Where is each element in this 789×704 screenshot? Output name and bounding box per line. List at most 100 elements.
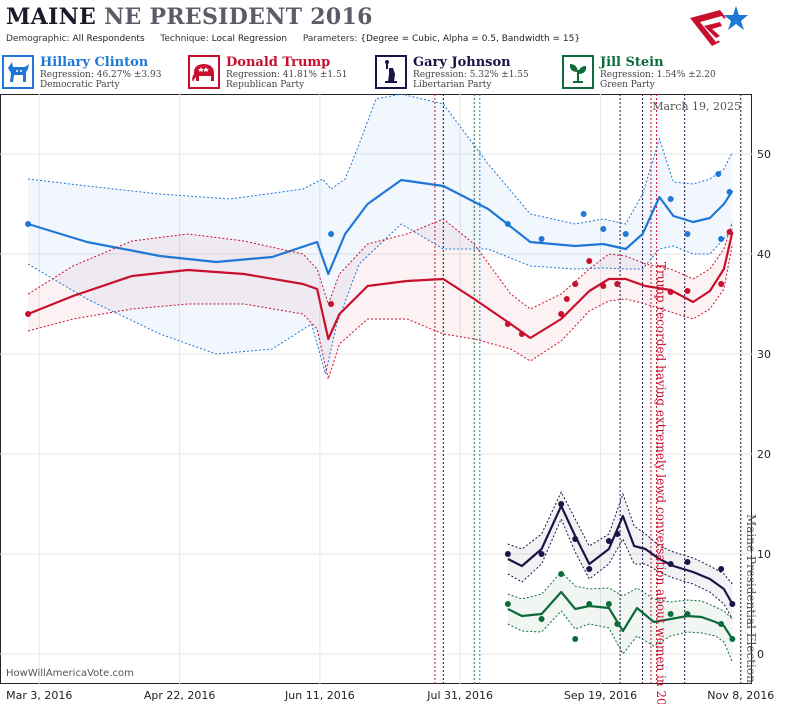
upper-bound-line [507,490,733,585]
poll-point [605,601,612,607]
poll-point [328,301,335,307]
poll-point [586,566,593,572]
poll-point [563,296,570,302]
legend-name: Hillary Clinton [40,55,149,70]
x-tick-label: Mar 3, 2016 [6,689,72,702]
legend-name: Jill Stein [600,55,664,70]
upper-bound-line [27,218,733,310]
liberty-statue-icon [375,55,407,89]
poll-point [25,311,32,317]
poll-point [729,636,736,642]
confidence-band [507,492,733,619]
legend-stein: Jill Stein Regression: 1.54% ±2.20 Green… [562,55,747,93]
poll-point [614,531,621,537]
poll-point [614,621,621,627]
poll-point [667,196,674,202]
technique-value: Local Regression [211,34,288,44]
poll-point [586,258,593,264]
donkey-icon [2,55,34,89]
event-annotation: Maine Presidential Election [744,514,758,683]
poll-point [726,229,733,235]
poll-point [718,621,725,627]
legend-party: Libertarian Party [413,80,492,90]
legend-regression: Regression: 1.54% ±2.20 [600,70,716,80]
poll-point [558,571,565,577]
poll-point [580,211,587,217]
poll-point [572,536,579,542]
legend-regression: Regression: 41.81% ±1.51 [226,70,348,80]
technique-label: Technique: [160,34,209,44]
poll-point [558,311,565,317]
poll-point [586,601,593,607]
y-tick-label: 0 [757,648,764,661]
y-tick-label: 40 [757,248,771,261]
demographic-value: All Respondents [72,34,145,44]
poll-point [729,601,736,607]
poll-point [684,231,691,237]
x-tick-label: Nov 8, 2016 [707,689,774,702]
poll-point [622,231,629,237]
y-tick-label: 10 [757,548,771,561]
poll-point [715,171,722,177]
chart-plot: Trump recorded having extremely lewd con… [0,94,774,704]
confidence-band [28,94,733,374]
poll-point [667,289,674,295]
poll-point [572,636,579,642]
poll-point [572,281,579,287]
trend-line [507,504,734,605]
page-title: MAINE NE PRESIDENT 2016 [6,4,373,30]
trend-line [27,178,734,276]
elephant-icon [188,55,220,89]
poll-point [718,281,725,287]
parameters-line: Demographic: All Respondents Technique: … [6,34,580,44]
confidence-band [28,219,733,379]
x-tick-label: Sep 19, 2016 [564,689,637,702]
poll-point [667,611,674,617]
poll-point [25,221,32,227]
y-tick-label: 50 [757,148,771,161]
y-tick-label: 20 [757,448,771,461]
legend-party: Democratic Party [40,80,120,90]
site-footer: HowWillAmericaVote.com [6,668,134,679]
parameters-label: Parameters: [302,34,358,44]
lower-bound-line [507,610,733,663]
legend-name: Gary Johnson [413,55,511,70]
legend-party: Green Party [600,80,655,90]
title-race: NE PRESIDENT 2016 [104,4,373,30]
x-tick-label: Jun 11, 2016 [284,689,355,702]
poll-point [614,281,621,287]
plot-frame [0,94,752,684]
site-logo-icon [690,6,748,46]
poll-point [600,226,607,232]
poll-point [667,561,674,567]
poll-point [328,231,335,237]
legend-regression: Regression: 46.27% ±3.93 [40,70,162,80]
poll-point [504,601,511,607]
y-tick-label: 30 [757,348,771,361]
poll-point [538,551,545,557]
legend-johnson: Gary Johnson Regression: 5.32% ±1.55 Lib… [375,55,560,93]
plant-icon [562,55,594,89]
poll-point [718,566,725,572]
legend-clinton: Hillary Clinton Regression: 46.27% ±3.93… [2,55,187,93]
poll-point [518,331,525,337]
event-annotation: Trump recorded having extremely lewd con… [654,262,668,704]
title-state: MAINE [6,4,97,30]
legend-regression: Regression: 5.32% ±1.55 [413,70,529,80]
poll-point [504,551,511,557]
poll-point [558,501,565,507]
x-tick-label: Jul 31, 2016 [426,689,493,702]
demographic-label: Demographic: [6,34,70,44]
parameters-value: {Degree = Cubic, Alpha = 0.5, Bandwidth … [360,34,581,44]
x-tick-label: Apr 22, 2016 [144,689,216,702]
poll-point [684,611,691,617]
poll-point [605,538,612,544]
poll-point [600,283,607,289]
legend-name: Donald Trump [226,55,331,70]
poll-point [684,559,691,565]
poll-point [718,236,725,242]
poll-point [538,616,545,622]
poll-point [726,189,733,195]
legend-trump: Donald Trump Regression: 41.81% ±1.51 Re… [188,55,373,93]
legend-party: Republican Party [226,80,305,90]
